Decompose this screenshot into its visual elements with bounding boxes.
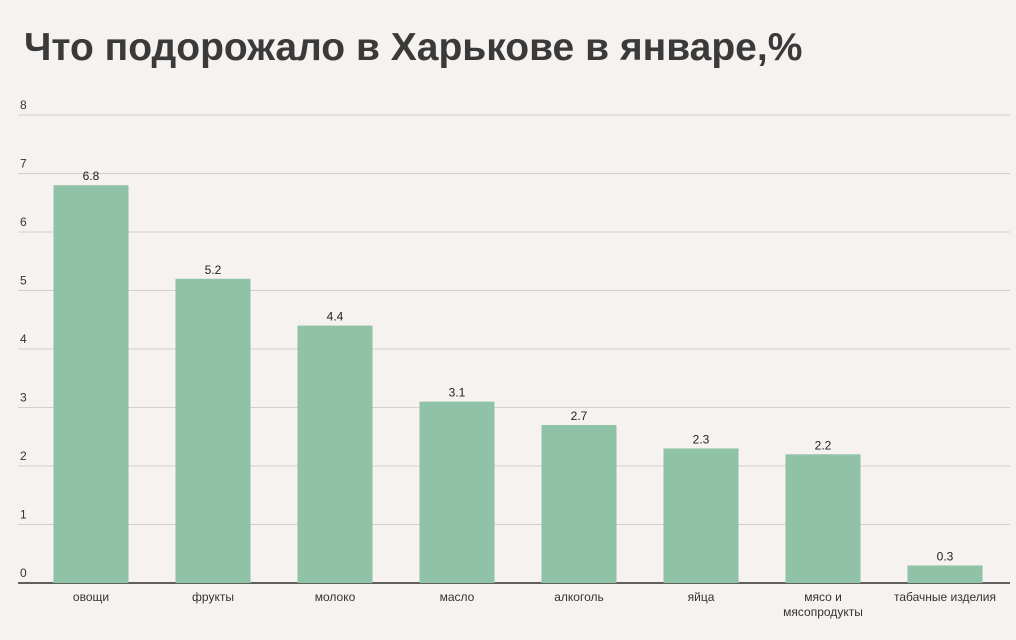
y-tick-label: 3	[20, 391, 27, 405]
y-tick-label: 5	[20, 274, 27, 288]
data-label: 4.4	[327, 310, 344, 324]
x-tick-label: молоко	[315, 590, 356, 604]
data-label: 6.8	[83, 169, 100, 183]
y-tick-label: 8	[20, 98, 27, 112]
x-tick-label: овощи	[73, 590, 109, 604]
y-tick-label: 4	[20, 332, 27, 346]
data-label: 2.2	[815, 438, 832, 452]
data-label: 5.2	[205, 263, 222, 277]
data-label: 3.1	[449, 386, 466, 400]
x-tick-label: яйца	[688, 590, 715, 604]
bar-2	[175, 278, 251, 583]
bar-8	[907, 565, 983, 583]
x-axis: овощи фрукты молоко масло алкоголь яйца мясо и…	[73, 590, 996, 619]
bar-4	[419, 401, 495, 583]
y-tick-label: 1	[20, 508, 27, 522]
bar-3	[297, 325, 373, 583]
x-tick-label: алкоголь	[554, 590, 604, 604]
bars	[53, 185, 983, 583]
chart-title: Что подорожало в Харькове в январе,%	[24, 26, 803, 69]
y-tick-label: 2	[20, 449, 27, 463]
x-tick-label: масло	[440, 590, 475, 604]
y-tick-label: 7	[20, 157, 27, 171]
data-label: 0.3	[937, 549, 954, 563]
bar-7	[785, 454, 861, 583]
x-tick-label: мясо и	[804, 590, 842, 604]
x-tick-label: фрукты	[192, 590, 234, 604]
y-tick-label: 6	[20, 215, 27, 229]
grid: 0 1 2 3 4 5 6 7 8	[18, 98, 1010, 584]
bar-1	[53, 185, 129, 583]
data-labels: 6.8 5.2 4.4 3.1 2.7 2.3 2.2 0.3	[83, 169, 954, 563]
data-label: 2.3	[693, 432, 710, 446]
data-label: 2.7	[571, 409, 588, 423]
bar-5	[541, 425, 617, 583]
y-tick-label: 0	[20, 566, 27, 580]
x-tick-label: табачные изделия	[894, 590, 996, 604]
bar-6	[663, 448, 739, 583]
x-tick-label: мясопродукты	[783, 605, 863, 619]
